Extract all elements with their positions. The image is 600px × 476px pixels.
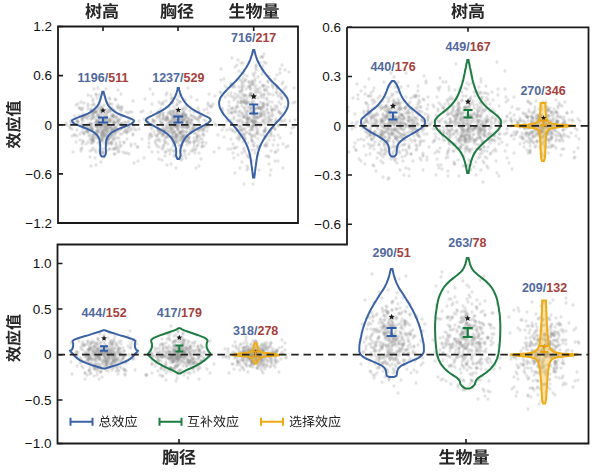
svg-text:−1.2: −1.2 [25, 216, 52, 231]
svg-text:263/78: 263/78 [448, 236, 486, 250]
svg-text:290/51: 290/51 [372, 246, 410, 260]
svg-text:0.3: 0.3 [322, 69, 341, 84]
svg-text:318/278: 318/278 [233, 324, 278, 338]
svg-text:209/132: 209/132 [522, 281, 567, 295]
svg-text:1196/511: 1196/511 [78, 71, 129, 85]
svg-text:440/176: 440/176 [370, 60, 415, 74]
svg-text:−0.6: −0.6 [314, 217, 341, 232]
svg-text:1.0: 1.0 [33, 256, 52, 271]
svg-text:716/217: 716/217 [231, 31, 276, 45]
svg-text:−0.6: −0.6 [25, 167, 52, 182]
svg-text:270/346: 270/346 [520, 84, 565, 98]
svg-text:−0.3: −0.3 [314, 168, 341, 183]
svg-text:0.6: 0.6 [33, 68, 52, 83]
svg-text:0.6: 0.6 [322, 20, 341, 35]
svg-text:449/167: 449/167 [445, 40, 490, 54]
svg-text:417/179: 417/179 [157, 306, 202, 320]
svg-text:−1.0: −1.0 [25, 436, 52, 451]
svg-text:0: 0 [333, 119, 341, 134]
svg-text:0: 0 [44, 118, 52, 133]
svg-text:1.2: 1.2 [33, 19, 52, 34]
svg-text:0.5: 0.5 [33, 302, 52, 317]
svg-text:0: 0 [44, 347, 52, 362]
svg-text:−0.5: −0.5 [25, 393, 52, 408]
svg-text:1237/529: 1237/529 [152, 71, 204, 85]
svg-text:444/152: 444/152 [81, 306, 126, 320]
